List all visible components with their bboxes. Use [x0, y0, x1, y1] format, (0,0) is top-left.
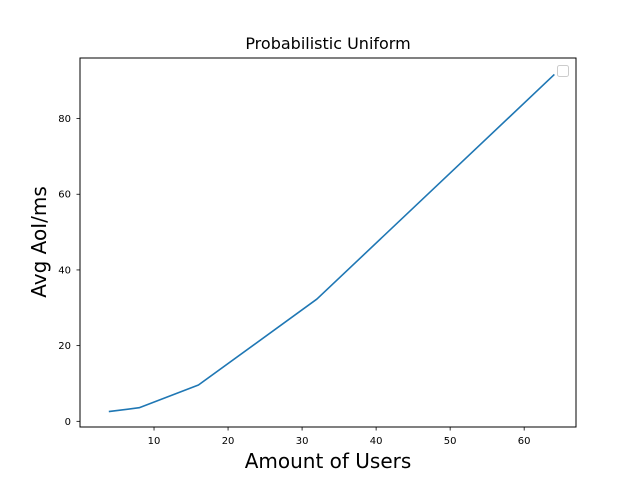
- series-line: [108, 73, 555, 413]
- y-tick-label: 0: [65, 417, 71, 428]
- plot-area: 10 20 30 40 50 60 0 20 40 60 80: [58, 57, 577, 447]
- x-tick-label: 40: [370, 436, 383, 447]
- legend-box: [557, 65, 569, 77]
- y-tick-label: 60: [58, 190, 71, 201]
- y-axis-ticks: 0 20 40 60 80: [58, 114, 80, 428]
- x-tick-label: 60: [518, 436, 531, 447]
- y-axis-label: Avg AoI/ms: [27, 186, 51, 298]
- x-tick-label: 30: [296, 436, 309, 447]
- series-layer: [108, 73, 555, 413]
- x-tick-label: 20: [222, 436, 235, 447]
- x-axis-ticks: 10 20 30 40 50 60: [148, 427, 531, 447]
- x-tick-label: 50: [444, 436, 457, 447]
- legend: [557, 65, 569, 77]
- y-tick-label: 20: [58, 341, 71, 352]
- y-tick-label: 80: [58, 114, 71, 125]
- x-tick-label: 10: [148, 436, 161, 447]
- y-tick-label: 40: [58, 265, 71, 276]
- plot-frame: [79, 57, 577, 428]
- chart-title: Probabilistic Uniform: [245, 34, 410, 53]
- x-axis-label: Amount of Users: [245, 449, 412, 473]
